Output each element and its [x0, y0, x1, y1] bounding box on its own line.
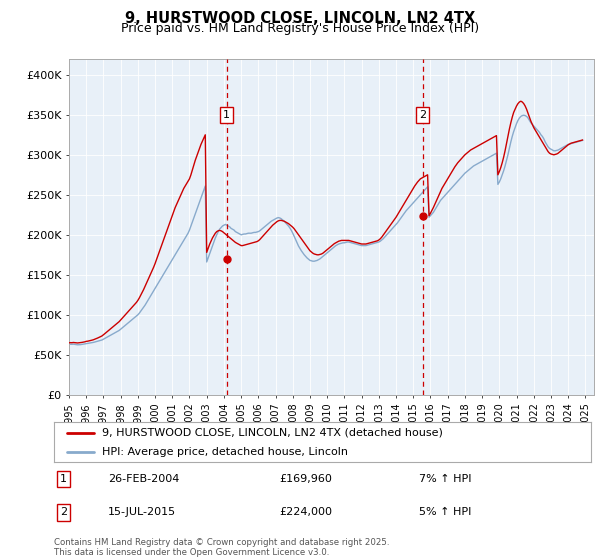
Text: 2: 2 — [60, 507, 67, 517]
Text: 9, HURSTWOOD CLOSE, LINCOLN, LN2 4TX (detached house): 9, HURSTWOOD CLOSE, LINCOLN, LN2 4TX (de… — [103, 428, 443, 438]
Text: 7% ↑ HPI: 7% ↑ HPI — [419, 474, 472, 484]
Text: £169,960: £169,960 — [280, 474, 332, 484]
Text: HPI: Average price, detached house, Lincoln: HPI: Average price, detached house, Linc… — [103, 447, 349, 457]
Text: 9, HURSTWOOD CLOSE, LINCOLN, LN2 4TX: 9, HURSTWOOD CLOSE, LINCOLN, LN2 4TX — [125, 11, 475, 26]
Text: Price paid vs. HM Land Registry's House Price Index (HPI): Price paid vs. HM Land Registry's House … — [121, 22, 479, 35]
Text: 15-JUL-2015: 15-JUL-2015 — [108, 507, 176, 517]
Text: Contains HM Land Registry data © Crown copyright and database right 2025.
This d: Contains HM Land Registry data © Crown c… — [54, 538, 389, 557]
Text: 2: 2 — [419, 110, 426, 120]
Text: 1: 1 — [223, 110, 230, 120]
Text: 26-FEB-2004: 26-FEB-2004 — [108, 474, 179, 484]
Text: 5% ↑ HPI: 5% ↑ HPI — [419, 507, 472, 517]
Text: £224,000: £224,000 — [280, 507, 332, 517]
Text: 1: 1 — [60, 474, 67, 484]
